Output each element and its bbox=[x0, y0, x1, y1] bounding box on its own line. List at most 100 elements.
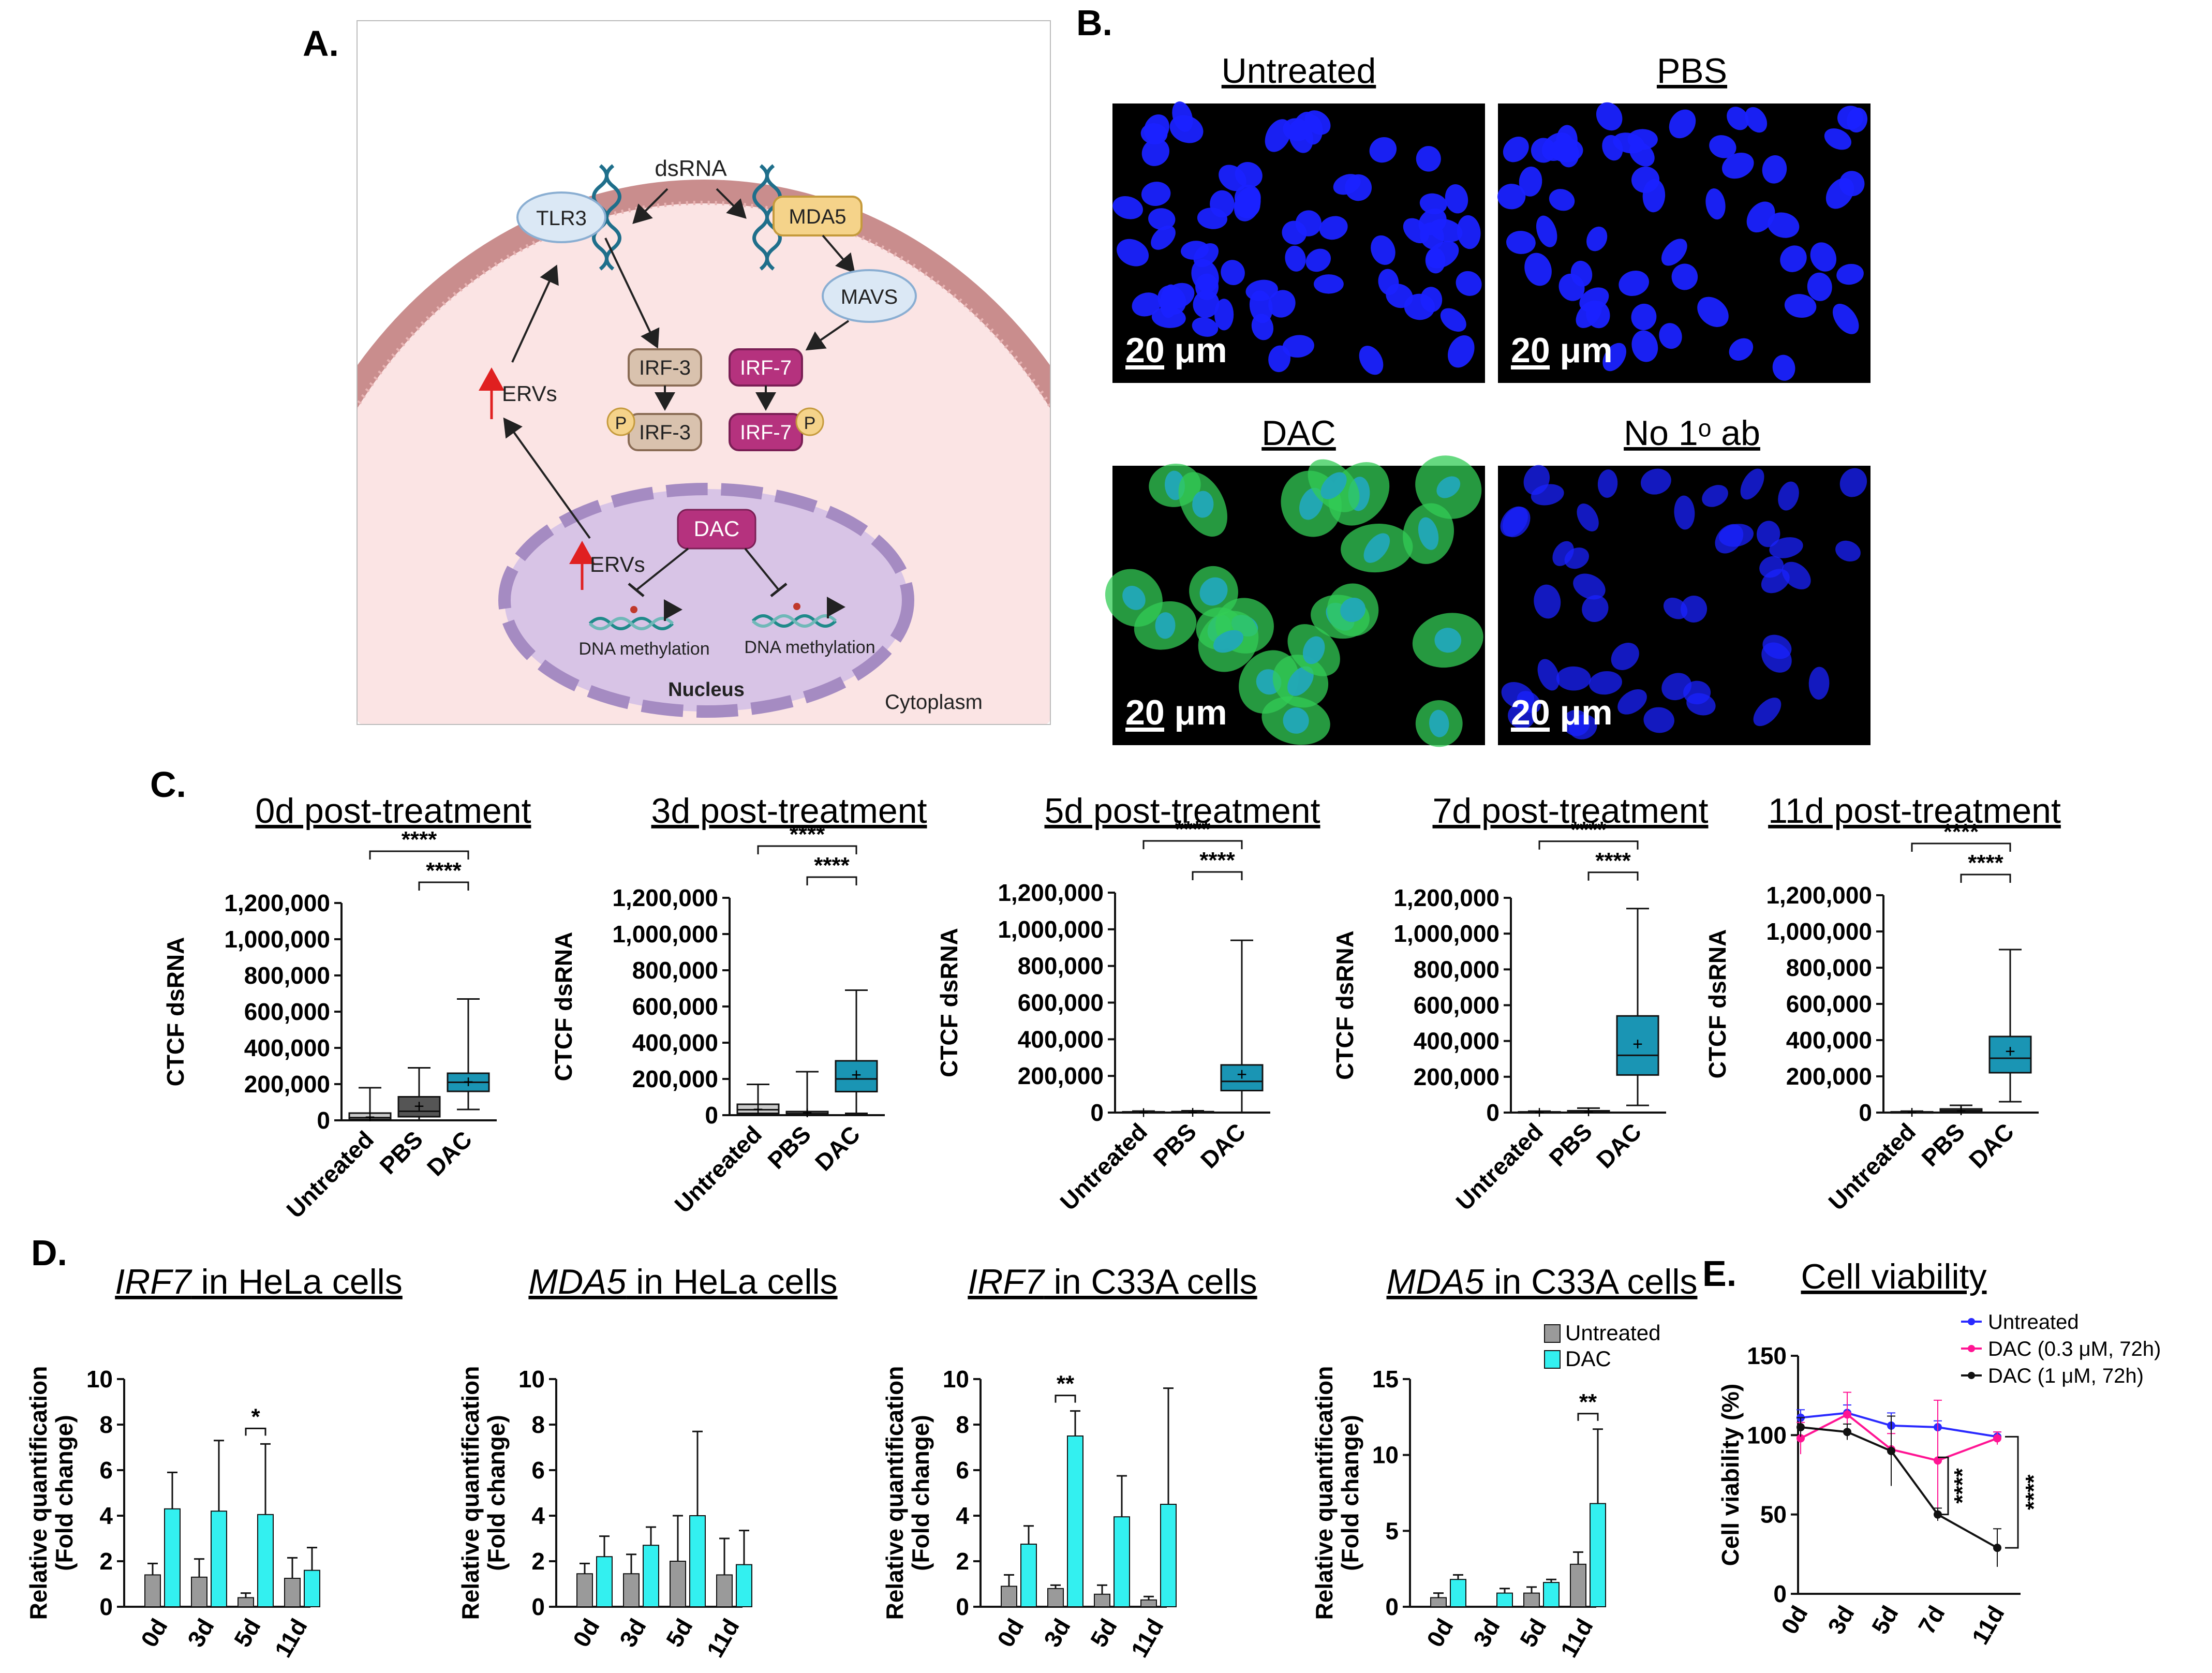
data-point bbox=[1887, 1447, 1895, 1455]
x-tick-label: 11d bbox=[1555, 1614, 1598, 1662]
y-tick-label: 5 bbox=[1385, 1517, 1399, 1544]
y-tick-label: 10 bbox=[943, 1366, 969, 1393]
boxplot-title: 7d post-treatment bbox=[1433, 791, 1709, 831]
y-tick-label: 6 bbox=[956, 1457, 969, 1484]
nucleus-stain bbox=[1762, 155, 1787, 184]
box-mean-marker: + bbox=[1907, 1103, 1917, 1122]
nucleus-stain bbox=[1745, 107, 1768, 133]
boxplot-1: 3d post-treatment 0 200,000 400,000 600,000 8… bbox=[550, 791, 927, 1218]
nucleus-stain bbox=[1550, 138, 1583, 162]
y-tick-label: 0 bbox=[1486, 1099, 1500, 1126]
nucleus-stain bbox=[1839, 171, 1865, 197]
bar-untreated bbox=[623, 1573, 640, 1607]
y-axis-title: Relative quantification bbox=[25, 1366, 52, 1620]
y-tick-label: 0 bbox=[317, 1107, 330, 1134]
nucleus-stain bbox=[1117, 239, 1149, 267]
nucleus-stain bbox=[1579, 287, 1609, 312]
box-mean-marker: + bbox=[365, 1107, 375, 1127]
irf3-p-label: IRF-3 bbox=[639, 421, 691, 444]
y-tick-label: 800,000 bbox=[1786, 954, 1872, 981]
y-tick-label: 10 bbox=[518, 1366, 545, 1393]
y-tick-label: 200,000 bbox=[244, 1071, 330, 1098]
nucleus-stain bbox=[1718, 524, 1754, 547]
nucleus-stain bbox=[1192, 317, 1219, 337]
dna-icon-left bbox=[588, 599, 682, 630]
nucleus-stain bbox=[1500, 506, 1528, 537]
nucleus-stain bbox=[1753, 698, 1782, 727]
nucleus-stain bbox=[1340, 597, 1366, 623]
x-tick-label: Untreated bbox=[281, 1126, 379, 1223]
y-tick-label: 100 bbox=[1747, 1422, 1787, 1448]
nucleus-stain bbox=[1302, 636, 1325, 664]
box-dac bbox=[1988, 1035, 2032, 1074]
y-axis-title: Relative quantification bbox=[881, 1366, 908, 1620]
dsrna-label: dsRNA bbox=[655, 156, 727, 181]
y-axis-title: CTCF dsRNA bbox=[1704, 929, 1731, 1079]
nucleus-stain bbox=[1837, 106, 1863, 130]
nucleus-stain bbox=[1191, 259, 1219, 292]
significance-bracket bbox=[1192, 871, 1243, 880]
legend-label: DAC (1 μM, 72h) bbox=[1988, 1365, 2144, 1387]
data-point bbox=[1797, 1423, 1805, 1431]
bar-chart-title: IRF7 in HeLa cells bbox=[115, 1262, 403, 1301]
significance-bracket bbox=[1142, 840, 1243, 849]
y-tick-label: 0 bbox=[1859, 1099, 1872, 1126]
nucleus-label: Nucleus bbox=[668, 679, 745, 701]
nucleus-stain bbox=[1132, 292, 1161, 317]
panel-b-label: B. bbox=[1076, 3, 1112, 43]
box-untreated bbox=[736, 1103, 780, 1114]
x-tick-label: Untreated bbox=[1055, 1118, 1152, 1216]
significance-label: **** bbox=[1199, 848, 1235, 873]
legend-label: DAC bbox=[1565, 1346, 1611, 1371]
panel-a-label: A. bbox=[303, 23, 339, 64]
bar-chart-title-gene: MDA5 bbox=[528, 1262, 626, 1301]
significance-label: **** bbox=[1943, 819, 1979, 845]
x-tick-label: 11d bbox=[269, 1614, 312, 1662]
tlr3-label: TLR3 bbox=[536, 207, 587, 230]
irf7-label: IRF-7 bbox=[740, 357, 792, 379]
legend-label: Untreated bbox=[1988, 1311, 2079, 1334]
nucleus-stain bbox=[1265, 119, 1291, 152]
y-axis-title: CTCF dsRNA bbox=[1331, 930, 1358, 1080]
bar-dac bbox=[1020, 1544, 1037, 1607]
box-mean-marker: + bbox=[414, 1097, 424, 1116]
nucleus-stain bbox=[1419, 193, 1447, 214]
nucleus-stain bbox=[1531, 484, 1564, 506]
bar-chart-3: MDA5 in C33A cells 0 5 10 15 Relative quantif… bbox=[1311, 1262, 1697, 1662]
ervs-cytoplasm-label: ERVs bbox=[502, 381, 557, 406]
nucleus-stain bbox=[1582, 595, 1609, 623]
nucleus-stain bbox=[1782, 561, 1811, 589]
box-mean-marker: + bbox=[1956, 1101, 1966, 1121]
nucleus-stain bbox=[1141, 138, 1169, 166]
box-mean-marker: + bbox=[1632, 1034, 1643, 1054]
y-tick-label: 0 bbox=[1385, 1593, 1399, 1620]
nucleus-stain bbox=[1140, 123, 1168, 144]
nucleus-stain bbox=[1641, 468, 1671, 495]
nucleus-stain bbox=[1112, 196, 1143, 219]
nucleus-stain bbox=[1524, 253, 1552, 286]
significance-label: **** bbox=[790, 822, 825, 847]
mda5-label: MDA5 bbox=[789, 205, 846, 228]
y-tick-label: 50 bbox=[1760, 1501, 1787, 1528]
y-axis-title: Relative quantification bbox=[457, 1366, 484, 1620]
bar-chart-title-cells: in HeLa cells bbox=[191, 1262, 403, 1301]
nucleus-stain bbox=[1416, 146, 1441, 172]
bar-untreated bbox=[237, 1597, 254, 1607]
data-point bbox=[1993, 1434, 2001, 1443]
nucleus-stain bbox=[1519, 166, 1542, 197]
significance-bracket bbox=[2005, 1435, 2019, 1549]
nucleus-stain bbox=[1586, 226, 1608, 251]
nucleus-stain bbox=[1122, 585, 1146, 610]
methylation-label-right: DNA methylation bbox=[744, 638, 875, 657]
nucleus-stain bbox=[1643, 707, 1674, 733]
ervs-nucleus-label: ERVs bbox=[590, 552, 645, 576]
bar-dac bbox=[1496, 1592, 1513, 1608]
y-tick-label: 600,000 bbox=[1018, 989, 1104, 1016]
image-title-dac: DAC bbox=[1261, 413, 1336, 453]
nucleus-stain bbox=[1762, 634, 1792, 659]
y-axis-title: (Fold change) bbox=[1337, 1415, 1363, 1571]
x-tick-label: 7d bbox=[1913, 1601, 1950, 1638]
phospho-label-irf7: P bbox=[804, 413, 816, 433]
legend-swatch bbox=[1544, 1350, 1561, 1369]
nucleus-stain bbox=[1172, 101, 1193, 132]
